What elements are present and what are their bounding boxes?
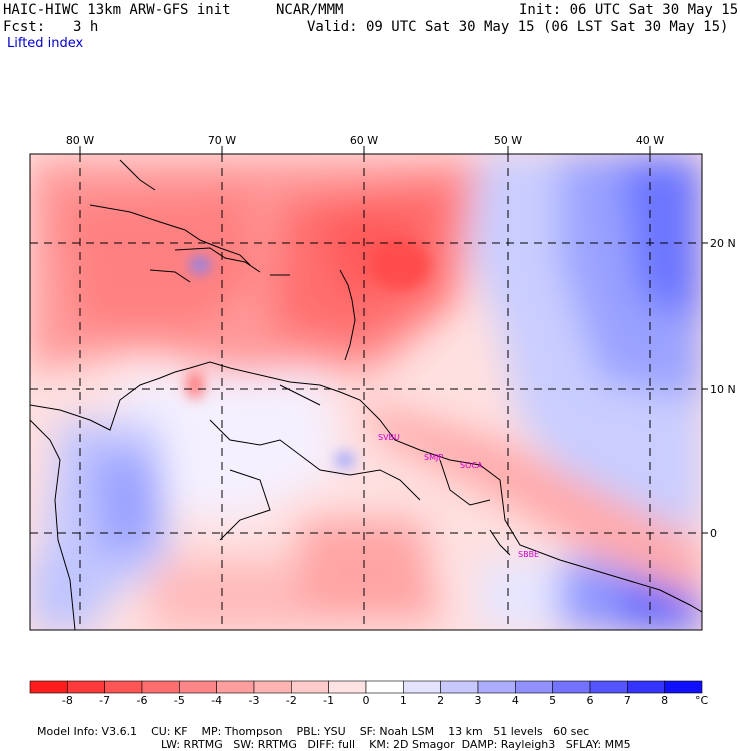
forecast-label: Fcst: xyxy=(3,19,46,35)
station-label-smjp: SMJP xyxy=(424,453,443,462)
station-label-svbu: SVBU xyxy=(378,433,400,442)
lon-label-70w: 70 W xyxy=(208,134,236,147)
footer-model-version: Model Info: V3.6.1 xyxy=(37,725,138,738)
colorbar-swatch xyxy=(104,680,143,694)
lon-label-60w: 60 W xyxy=(350,134,378,147)
valid-time: Valid: 09 UTC Sat 30 May 15 (06 LST Sat … xyxy=(307,19,729,35)
colorbar-tick-label: -2 xyxy=(286,694,297,707)
colorbar-tick-label: 2 xyxy=(437,694,444,707)
footer-mp: MP: Thompson xyxy=(201,725,283,738)
map-frame xyxy=(29,153,703,631)
lon-label-50w: 50 W xyxy=(494,134,522,147)
model-info-line2: LW: RRTMG SW: RRTMG DIFF: full KM: 2D Sm… xyxy=(154,725,631,751)
colorbar xyxy=(29,680,703,694)
colorbar-swatch xyxy=(627,680,665,694)
colorbar-swatch xyxy=(67,680,105,694)
station-label-sbbe: SBBE xyxy=(518,550,539,559)
colorbar-swatch xyxy=(291,680,329,694)
colorbar-tick-label: 3 xyxy=(475,694,482,707)
colorbar-tick-label: -3 xyxy=(249,694,260,707)
lat-lon-grid xyxy=(30,154,702,630)
colorbar-tick-label: 4 xyxy=(512,694,519,707)
colorbar-labels: -8 -7 -6 -5 -4 -3 -2 -1 0 1 2 3 4 5 6 7 8 xyxy=(62,694,668,707)
colorbar-swatch xyxy=(365,680,404,694)
colorbar-swatch xyxy=(328,680,367,694)
colorbar-swatch xyxy=(179,680,217,694)
forecast-hour: 3 h xyxy=(73,19,99,35)
colorbar-swatch xyxy=(440,680,479,694)
colorbar-tick-label: -1 xyxy=(323,694,334,707)
lat-label-0: 0 xyxy=(710,527,717,540)
colorbar-tick-label: -4 xyxy=(211,694,222,707)
colorbar-swatch xyxy=(141,680,180,694)
colorbar-tick-label: -5 xyxy=(174,694,185,707)
station-label-soca: SOCA xyxy=(460,461,483,470)
footer-cu: CU: KF xyxy=(151,725,188,738)
colorbar-swatch xyxy=(216,680,255,694)
footer-timestep: 60 sec xyxy=(553,725,590,738)
colorbar-tick-label: 6 xyxy=(587,694,594,707)
coastlines xyxy=(30,159,702,630)
model-title: HAIC-HIWC 13km ARW-GFS init xyxy=(3,2,231,18)
org-label: NCAR/MMM xyxy=(276,2,344,18)
colorbar-unit: °C xyxy=(695,694,709,707)
footer-resolution: 13 km xyxy=(448,725,483,738)
lon-label-40w: 40 W xyxy=(636,134,664,147)
colorbar-tick-label: -8 xyxy=(62,694,73,707)
colorbar-swatch xyxy=(253,680,292,694)
colorbar-tick-label: -7 xyxy=(99,694,110,707)
colorbar-tick-label: 1 xyxy=(400,694,407,707)
lifted-index-field xyxy=(30,154,702,630)
colorbar-tick-label: 7 xyxy=(624,694,631,707)
colorbar-swatch xyxy=(552,680,591,694)
colorbar-tick-label: -6 xyxy=(137,694,148,707)
model-info-line1: Model Info: V3.6.1 CU: KF MP: Thompson P… xyxy=(30,712,589,738)
init-time: Init: 06 UTC Sat 30 May 15 xyxy=(519,2,739,18)
colorbar-swatch xyxy=(403,680,441,694)
lat-label-10n: 10 N xyxy=(710,383,736,396)
colorbar-swatch xyxy=(29,680,68,694)
colorbar-tick-label: 8 xyxy=(661,694,668,707)
footer-pbl: PBL: YSU xyxy=(296,725,346,738)
field-name: Lifted index xyxy=(7,36,84,51)
colorbar-swatch xyxy=(589,680,628,694)
lon-label-80w: 80 W xyxy=(66,134,94,147)
lat-label-20n: 20 N xyxy=(710,237,736,250)
colorbar-tick-label: 0 xyxy=(363,694,370,707)
footer-sf: SF: Noah LSM xyxy=(359,725,435,738)
colorbar-swatch xyxy=(515,680,553,694)
colorbar-tick-label: 5 xyxy=(549,694,556,707)
colorbar-swatch xyxy=(477,680,516,694)
colorbar-swatch xyxy=(664,680,703,694)
footer-levels: 51 levels xyxy=(493,725,543,738)
